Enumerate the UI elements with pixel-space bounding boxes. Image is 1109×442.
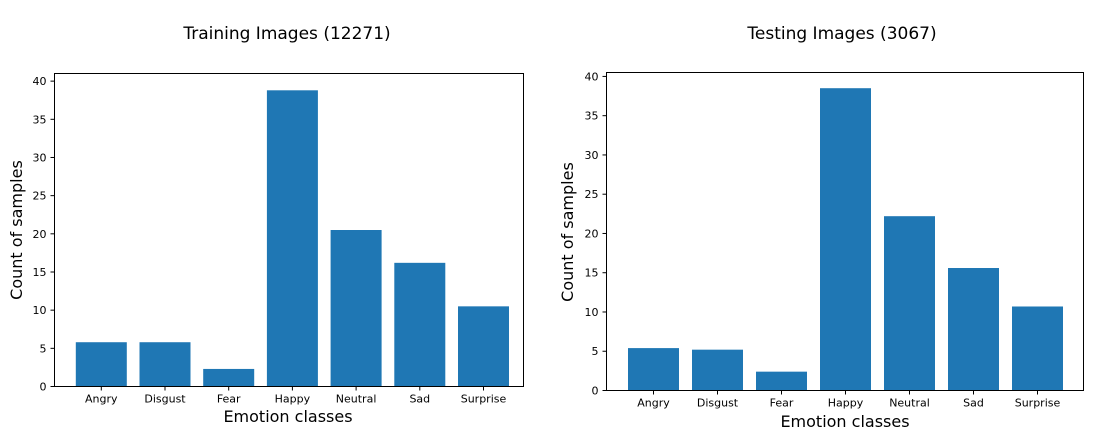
y-tick-label: 10	[33, 304, 47, 317]
x-ticks: Angry Disgust Fear Happy Neutral Sad Surprise	[637, 390, 1061, 410]
y-tick-label: 25	[33, 190, 47, 203]
bar-sad	[948, 268, 999, 391]
y-tick-label: 40	[585, 70, 599, 83]
chart-testing: Testing Images (3067) 0 5 10 15 20 25 30 35 40 A…	[558, 24, 1084, 431]
y-tick-label: 40	[33, 75, 47, 88]
bar-neutral	[884, 216, 935, 391]
y-tick-label: 5	[40, 342, 47, 355]
x-tick-label: Neutral	[889, 397, 930, 410]
bar-angry	[75, 342, 127, 387]
y-axis-label: Count of samples	[7, 160, 26, 300]
bar-happy	[266, 90, 318, 387]
x-axis-label: Emotion classes	[780, 412, 909, 431]
y-tick-label: 15	[585, 267, 599, 280]
chart-title: Testing Images (3067)	[746, 24, 936, 44]
y-tick-label: 30	[33, 151, 47, 164]
bars	[628, 88, 1063, 391]
y-tick-label: 0	[592, 385, 599, 398]
y-tick-label: 35	[33, 113, 47, 126]
plot-frame	[606, 72, 1084, 391]
y-axis-label: Count of samples	[558, 162, 577, 302]
bar-fear	[756, 371, 807, 391]
bar-neutral	[330, 230, 382, 387]
chart-training: Training Images (12271) 0 5 10 15 20 25 30 35 40…	[7, 24, 524, 426]
y-tick-label: 10	[585, 306, 599, 319]
y-tick-label: 20	[585, 227, 599, 240]
y-tick-label: 5	[592, 345, 599, 358]
x-tick-label: Angry	[85, 393, 118, 406]
bars	[75, 90, 509, 387]
bar-sad	[394, 262, 446, 387]
x-ticks: Angry Disgust Fear Happy Neutral Sad Surprise	[85, 386, 507, 406]
y-ticks: 0 5 10 15 20 25 30 35 40	[585, 70, 607, 398]
x-tick-label: Fear	[217, 393, 241, 406]
y-tick-label: 25	[585, 188, 599, 201]
x-tick-label: Neutral	[336, 393, 377, 406]
y-tick-label: 15	[33, 266, 47, 279]
y-tick-label: 30	[585, 149, 599, 162]
bar-surprise	[458, 306, 509, 387]
x-tick-label: Happy	[828, 397, 864, 410]
x-tick-label: Disgust	[697, 397, 739, 410]
x-tick-label: Happy	[275, 393, 311, 406]
x-tick-label: Disgust	[144, 393, 186, 406]
x-axis-label: Emotion classes	[223, 407, 352, 426]
chart-title: Training Images (12271)	[182, 24, 390, 44]
y-ticks: 0 5 10 15 20 25 30 35 40	[33, 75, 55, 394]
x-tick-label: Surprise	[461, 393, 507, 406]
x-tick-label: Surprise	[1015, 397, 1061, 410]
x-tick-label: Angry	[637, 397, 670, 410]
bar-angry	[628, 348, 679, 391]
bar-disgust	[692, 349, 743, 391]
bar-disgust	[139, 342, 191, 387]
bar-surprise	[1012, 306, 1063, 391]
x-tick-label: Fear	[770, 397, 794, 410]
y-tick-label: 0	[40, 381, 47, 394]
y-tick-label: 35	[585, 110, 599, 123]
x-tick-label: Sad	[409, 393, 430, 406]
plot-frame	[54, 73, 524, 387]
y-tick-label: 20	[33, 228, 47, 241]
bar-happy	[820, 88, 871, 391]
bar-fear	[203, 368, 255, 387]
x-tick-label: Sad	[963, 397, 984, 410]
